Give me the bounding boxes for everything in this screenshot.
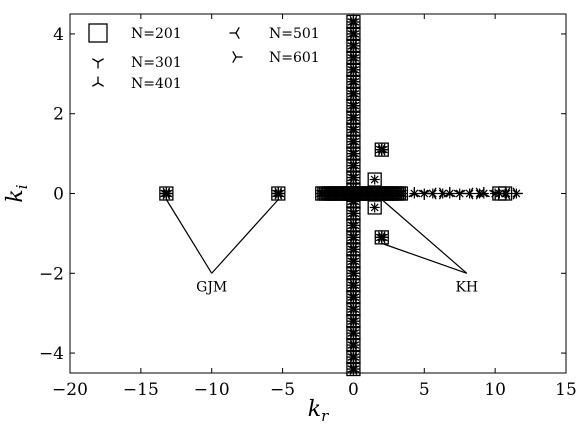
- legend-label: N=201: [131, 26, 182, 42]
- legend-label: N=501: [269, 26, 320, 42]
- annotation-gjm-label: GJM: [196, 279, 227, 295]
- column-point-star: [348, 328, 359, 339]
- legend-entry: N=601: [232, 50, 320, 66]
- legend-marker-tri_right: [232, 51, 243, 63]
- column-point-star: [348, 148, 359, 159]
- column-point-star: [348, 112, 359, 123]
- column-point-star: [348, 88, 359, 99]
- column-point-star: [348, 136, 359, 147]
- x-tick-label: −5: [270, 380, 295, 400]
- series-2-point-star: [454, 188, 465, 199]
- legend-entry: N=201: [88, 23, 182, 43]
- x-tick-label: 5: [419, 380, 430, 400]
- y-axis-label: ki: [3, 184, 31, 202]
- x-tick-label: 10: [484, 380, 506, 400]
- x-tick-label: −10: [194, 380, 230, 400]
- column-point-star: [348, 124, 359, 135]
- y-tick-label: 4: [53, 25, 64, 45]
- legend-marker-tri_left: [229, 27, 240, 39]
- series-5-point-star: [161, 188, 172, 199]
- y-tick-label: 0: [53, 185, 64, 205]
- legend-label: N=601: [269, 50, 320, 66]
- legend-entry: N=501: [229, 26, 320, 42]
- column-point-star: [348, 64, 359, 75]
- x-tick-label: 15: [555, 380, 577, 400]
- column-point-star: [348, 340, 359, 351]
- legend-marker-tri_down: [92, 58, 104, 69]
- column-point-star: [348, 292, 359, 303]
- series-1-point-star: [369, 202, 380, 213]
- annotation-connector: [165, 199, 213, 274]
- column-point-star: [348, 316, 359, 327]
- legend: N=201 N=301 N=401 N=501 N=601: [88, 23, 320, 92]
- column-point-star: [348, 160, 359, 171]
- x-tick-label: −15: [123, 380, 159, 400]
- legend-entry: N=401: [92, 76, 182, 92]
- y-tick-label: −2: [39, 264, 64, 284]
- column-point-star: [348, 256, 359, 267]
- series-2-point-star: [490, 188, 501, 199]
- series-1-point: [367, 200, 382, 215]
- column-point-star: [348, 28, 359, 39]
- column-point-star: [348, 208, 359, 219]
- column-point-star: [348, 352, 359, 363]
- column-point-star: [348, 100, 359, 111]
- y-tick-label: 2: [53, 105, 64, 125]
- legend-marker-tri_up: [92, 76, 104, 87]
- series-5-point-star: [376, 144, 387, 155]
- series-5-point-star: [511, 188, 522, 199]
- data-marks: [159, 14, 523, 377]
- column-point-star: [348, 232, 359, 243]
- series-3-point-star: [409, 188, 420, 199]
- legend-label: N=301: [131, 55, 182, 71]
- column-point-star: [348, 52, 359, 63]
- series-5-point-star: [437, 188, 448, 199]
- x-tick-label: 0: [348, 380, 359, 400]
- x-tick-label: −20: [52, 380, 88, 400]
- series-4-point-star: [501, 188, 512, 199]
- column-point-star: [348, 40, 359, 51]
- column-point-star: [348, 268, 359, 279]
- legend-entry: N=301: [92, 55, 182, 71]
- series-5-point-star: [273, 188, 284, 199]
- series-1-point: [367, 172, 382, 187]
- annotation-connector: [381, 199, 468, 274]
- cluster-point-star: [395, 188, 406, 199]
- annotation-connector: [211, 199, 279, 274]
- column-point-star: [348, 172, 359, 183]
- y-tick-label: −4: [39, 344, 64, 364]
- x-axis-label: kr: [308, 397, 329, 425]
- column-point-star: [348, 304, 359, 315]
- column-point-star: [348, 220, 359, 231]
- column-point-star: [348, 76, 359, 87]
- annotation-connector: [381, 242, 467, 274]
- series-4-point-star: [427, 188, 438, 199]
- legend-marker-square: [88, 23, 108, 43]
- series-4-point-star: [464, 188, 475, 199]
- annotation-kh-label: KH: [455, 279, 478, 295]
- column-point-star: [348, 244, 359, 255]
- series-5-point-star: [474, 188, 485, 199]
- series-5-point-star: [376, 232, 387, 243]
- annotations: GJM KH: [165, 199, 478, 295]
- series-1-point-star: [369, 174, 380, 185]
- legend-label: N=401: [131, 76, 182, 92]
- column-point-star: [348, 280, 359, 291]
